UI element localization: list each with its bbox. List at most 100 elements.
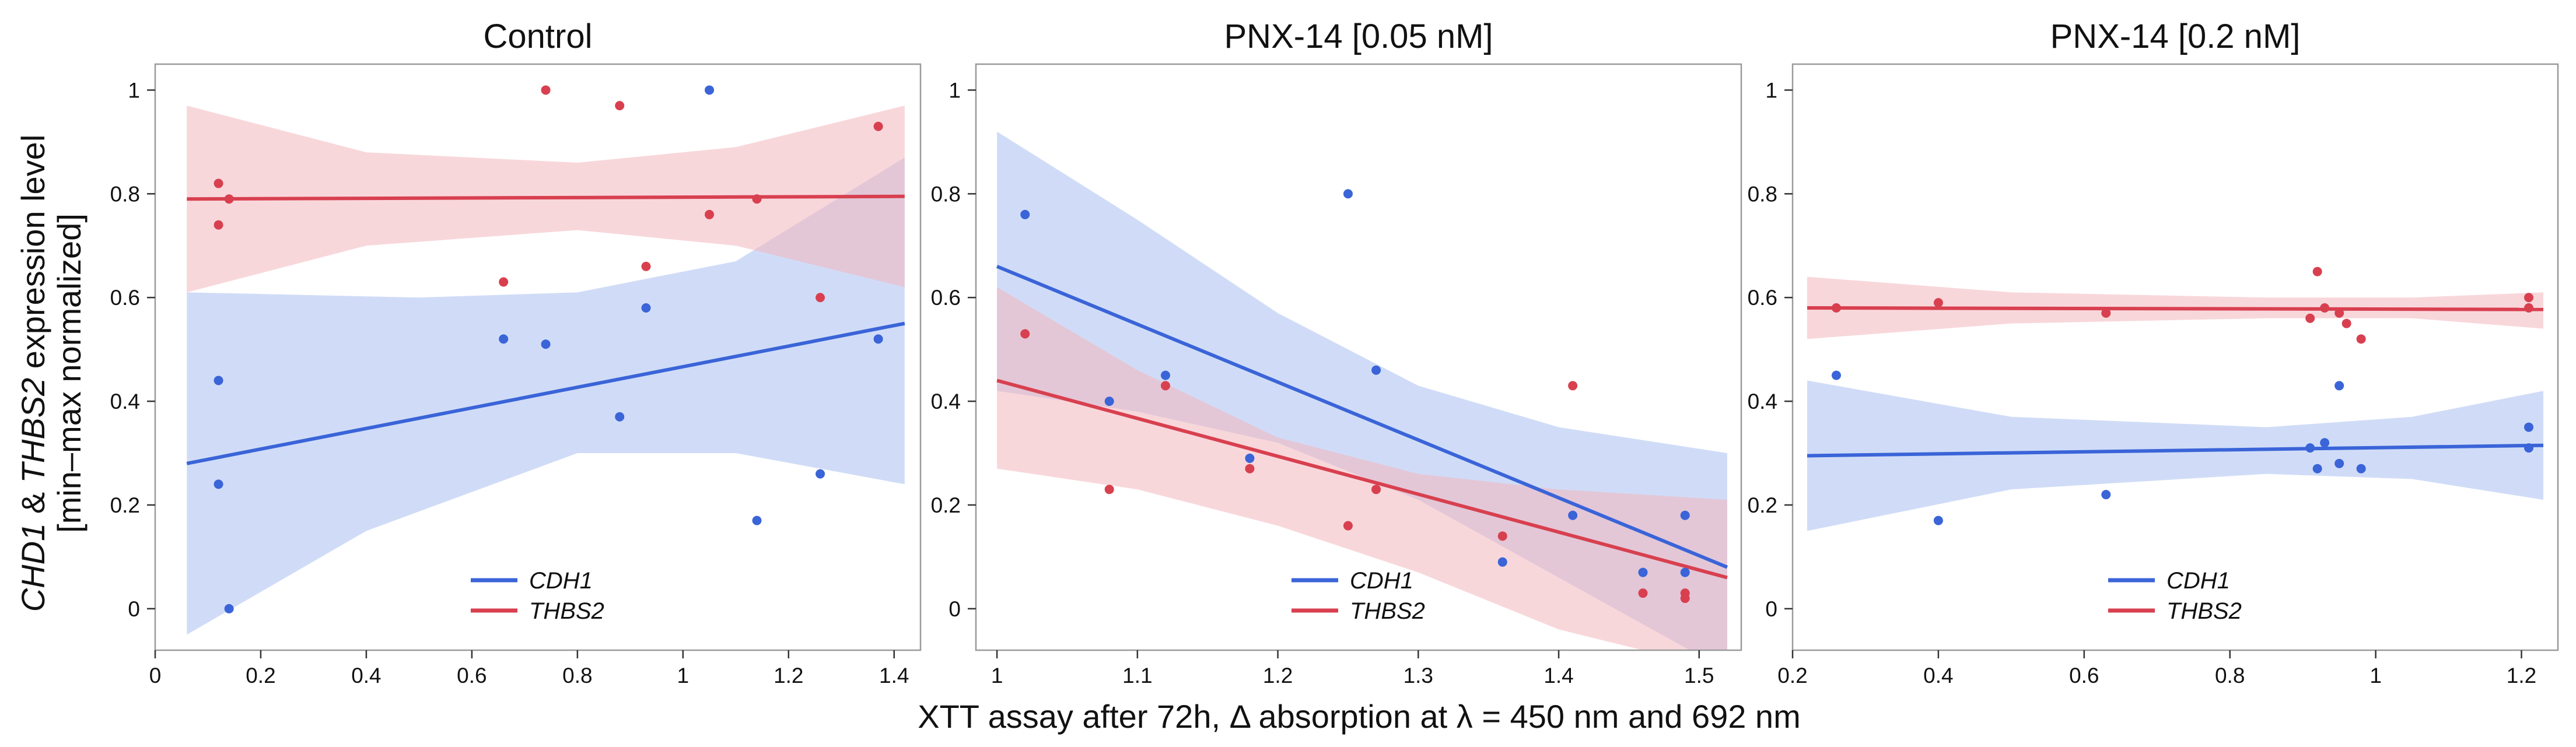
data-point-thbs2 (2320, 303, 2330, 313)
data-point-thbs2 (1497, 531, 1507, 541)
legend-label-thbs2: THBS2 (1350, 598, 1425, 624)
plot-frame (154, 63, 922, 651)
y-tick-label: 1 (949, 78, 961, 102)
data-point-thbs2 (214, 220, 223, 230)
legend-label-cdh1: CDH1 (529, 568, 593, 594)
x-tick-label: 1.5 (1684, 664, 1714, 688)
legend-label-cdh1: CDH1 (1350, 568, 1413, 594)
y-tick-label: 0.8 (931, 182, 961, 206)
x-tick-label: 1.3 (1404, 664, 1433, 688)
legend: CDH1 THBS2 (1292, 568, 1425, 624)
legend: CDH1 THBS2 (471, 568, 604, 624)
data-point-thbs2 (1245, 464, 1255, 474)
regression-line-cdh1 (1807, 443, 2544, 458)
y-label-line2: [min–max normalized] (51, 213, 88, 533)
x-tick-label: 0.4 (1923, 664, 1953, 688)
y-tick-label: 0.2 (931, 493, 961, 517)
data-point-thbs2 (1638, 588, 1648, 598)
y-tick-label: 0.8 (1748, 182, 1777, 206)
panel-2: 1 1.1 1.2 1.3 1.4 1.5 0 0.2 0.4 0.6 0.8 1 PNX-14 [0.… (931, 17, 1742, 688)
y-tick-label: 0.2 (1748, 493, 1777, 517)
data-point-thbs2 (1104, 485, 1114, 495)
y-axis-label: CHD1 & THBS2 expression level [min–max n… (15, 135, 88, 612)
data-point-cdh1 (1831, 370, 1841, 380)
data-point-cdh1 (2356, 464, 2366, 474)
data-point-cdh1 (816, 469, 825, 479)
legend-label-thbs2: THBS2 (2166, 598, 2242, 624)
confidence-band-cdh1 (1807, 380, 2544, 531)
data-point-thbs2 (1933, 298, 1943, 308)
y-tick-label: 0.4 (1748, 390, 1777, 413)
data-point-cdh1 (705, 85, 715, 95)
confidence-band-thbs2 (997, 287, 1727, 650)
y-label-amp: & (15, 483, 51, 522)
x-tick-label: 1 (677, 664, 690, 688)
data-point-thbs2 (214, 178, 223, 188)
x-tick-label: 1 (2370, 664, 2382, 688)
data-point-thbs2 (1160, 381, 1170, 391)
data-point-thbs2 (1568, 381, 1578, 391)
y-label-gene2: THBS2 (15, 378, 51, 483)
data-point-thbs2 (2334, 308, 2344, 318)
x-tick-label: 1.1 (1122, 664, 1152, 688)
data-point-thbs2 (2312, 266, 2322, 276)
data-point-thbs2 (499, 277, 509, 287)
y-tick-label: 0.6 (931, 286, 961, 310)
data-point-cdh1 (2305, 443, 2315, 453)
x-tick-label: 1.4 (1544, 664, 1573, 688)
y-tick-label: 0.6 (110, 286, 140, 310)
y-label-gene1: CHD1 (15, 523, 51, 612)
data-point-cdh1 (1160, 370, 1170, 380)
x-tick-label: 0 (149, 664, 162, 688)
data-point-cdh1 (214, 376, 223, 385)
x-tick-label: 0.6 (457, 664, 487, 688)
data-point-cdh1 (641, 303, 651, 313)
data-point-cdh1 (1638, 567, 1648, 577)
data-point-cdh1 (1680, 510, 1690, 520)
data-point-thbs2 (873, 121, 883, 131)
data-point-thbs2 (224, 194, 234, 204)
data-point-thbs2 (2305, 313, 2315, 323)
data-point-cdh1 (1104, 397, 1114, 406)
x-tick-label: 0.2 (1777, 664, 1807, 688)
y-tick-label: 0.8 (110, 182, 140, 206)
legend-label-cdh1: CDH1 (2166, 568, 2230, 594)
data-point-thbs2 (1343, 521, 1353, 531)
confidence-band-cdh1 (187, 157, 905, 635)
panel-title: PNX-14 [0.2 nM] (2050, 17, 2301, 55)
legend: CDH1 THBS2 (2108, 568, 2242, 624)
plot-frame (1791, 63, 2559, 651)
data-point-thbs2 (2356, 334, 2366, 344)
data-point-cdh1 (615, 412, 625, 422)
data-point-cdh1 (2524, 443, 2534, 453)
x-tick-label: 1.2 (774, 664, 803, 688)
regression-line-cdh1 (186, 321, 905, 465)
plot-frame (975, 63, 1742, 651)
x-tick-label: 0.6 (2069, 664, 2099, 688)
data-point-thbs2 (2342, 318, 2351, 328)
y-tick-label: 1 (1765, 78, 1777, 102)
data-point-cdh1 (752, 515, 762, 525)
data-point-cdh1 (224, 604, 234, 613)
data-point-cdh1 (1245, 453, 1255, 463)
data-point-thbs2 (641, 261, 651, 271)
data-point-cdh1 (2101, 490, 2111, 500)
panel-1: 0 0.2 0.4 0.6 0.8 1 1.2 1.4 0 0.2 0.4 0.6 0.8 1 Contro… (110, 17, 922, 688)
plot-area (1807, 266, 2544, 531)
panel-title: PNX-14 [0.05 nM] (1224, 17, 1493, 55)
svg-text:CHD1 & THBS2 expression level: CHD1 & THBS2 expression level (15, 135, 51, 612)
x-tick-label: 1 (991, 664, 1003, 688)
panel-title: Control (484, 17, 593, 55)
data-point-thbs2 (2101, 308, 2111, 318)
panels: 0 0.2 0.4 0.6 0.8 1 1.2 1.4 0 0.2 0.4 0.6 0.8 1 Contro… (110, 17, 2559, 688)
plot-area (996, 131, 1728, 650)
data-point-cdh1 (541, 339, 551, 349)
data-point-thbs2 (1371, 485, 1381, 495)
plot-area (186, 85, 905, 635)
data-point-thbs2 (2524, 293, 2534, 303)
data-point-thbs2 (816, 293, 825, 303)
data-point-thbs2 (1680, 594, 1690, 604)
x-tick-label: 1.2 (2507, 664, 2536, 688)
data-point-cdh1 (1371, 365, 1381, 375)
legend-label-thbs2: THBS2 (529, 598, 604, 624)
